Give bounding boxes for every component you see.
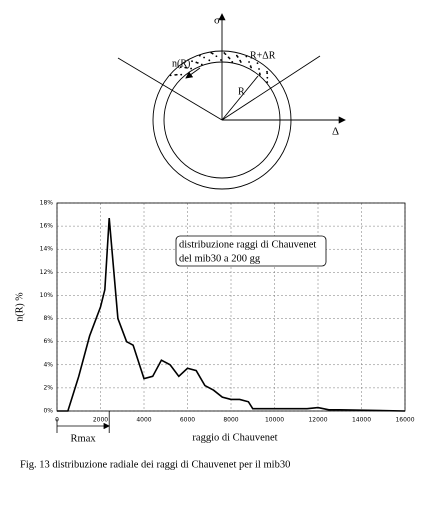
dot [266,70,268,73]
dot [258,72,261,75]
dot [249,65,252,68]
caption: Fig. 13 distribuzione radiale dei raggi … [20,459,290,470]
diagram [117,13,346,190]
r-label: R [238,86,245,97]
dot [180,73,183,76]
dot [191,60,193,63]
x-tick-label: 2000 [93,417,108,424]
dot [184,66,187,69]
x-tick-label: 16000 [395,417,414,424]
n-label: n(R) [172,58,190,69]
pointer [185,67,201,79]
dot [210,51,213,54]
dot [236,56,239,58]
dot [266,76,269,79]
y-tick-label: 14% [40,246,54,253]
plot-frame [56,202,406,412]
chart: 0%2%4%6%8%10%12%14%16%18%020004000600080… [14,200,414,445]
dot [239,61,242,63]
dot [258,68,260,70]
annotation-box [175,235,327,267]
x-tick-label: 8000 [223,417,238,424]
y-tick-label: 2% [43,384,53,391]
y-tick-label: 6% [43,338,53,345]
inner-circle [163,61,281,179]
dot [175,73,178,76]
y-tick-label: 12% [40,269,54,276]
dot [195,61,198,64]
dot [231,60,234,63]
annotation: del mib30 a 200 gg [179,253,261,264]
dot [220,59,222,61]
dot [250,66,252,69]
dot [169,74,172,77]
data-line [57,217,406,412]
x-tick-label: 14000 [352,417,371,424]
rmax-label: Rmax [71,433,97,444]
y-tick-label: 16% [40,223,54,230]
outer-circle [152,50,292,190]
x-axis-label: raggio di Chauvenet [192,432,277,443]
dot [266,72,269,75]
points [169,51,269,83]
dot [196,62,199,64]
dot [215,55,218,58]
dot [228,57,231,60]
x-tick-label: 10000 [265,417,284,424]
y-tick-label: 10% [40,292,54,299]
outer-label: R+ΔR [250,50,276,61]
dot [245,55,248,58]
dot [256,62,259,65]
y-tick-label: 4% [43,361,53,368]
y-tick-label: 8% [43,315,53,322]
dot [211,52,214,55]
dot [190,67,192,70]
x-tick-label: 12000 [308,417,327,424]
dot [203,56,205,59]
delta-label: Δ [332,126,339,138]
sigma-label: σ [214,15,220,27]
annotation: distribuzione raggi di Chauvenet [179,239,316,250]
dot [224,53,227,55]
y-axis-label: n(R) % [14,292,25,321]
dot [174,73,177,76]
dot [200,63,203,66]
sector-line [221,55,321,121]
dot [208,59,211,62]
y-tick-label: 0% [43,408,53,415]
dot [185,66,188,69]
x-tick-label: 6000 [180,417,195,424]
sector-line [117,57,223,121]
radius-line [221,75,259,121]
dot [259,73,261,76]
dot [198,54,201,57]
dot [266,81,269,83]
x-tick-label: 4000 [136,417,151,424]
dot [248,61,250,63]
y-tick-label: 18% [40,200,54,207]
dot [179,66,182,69]
